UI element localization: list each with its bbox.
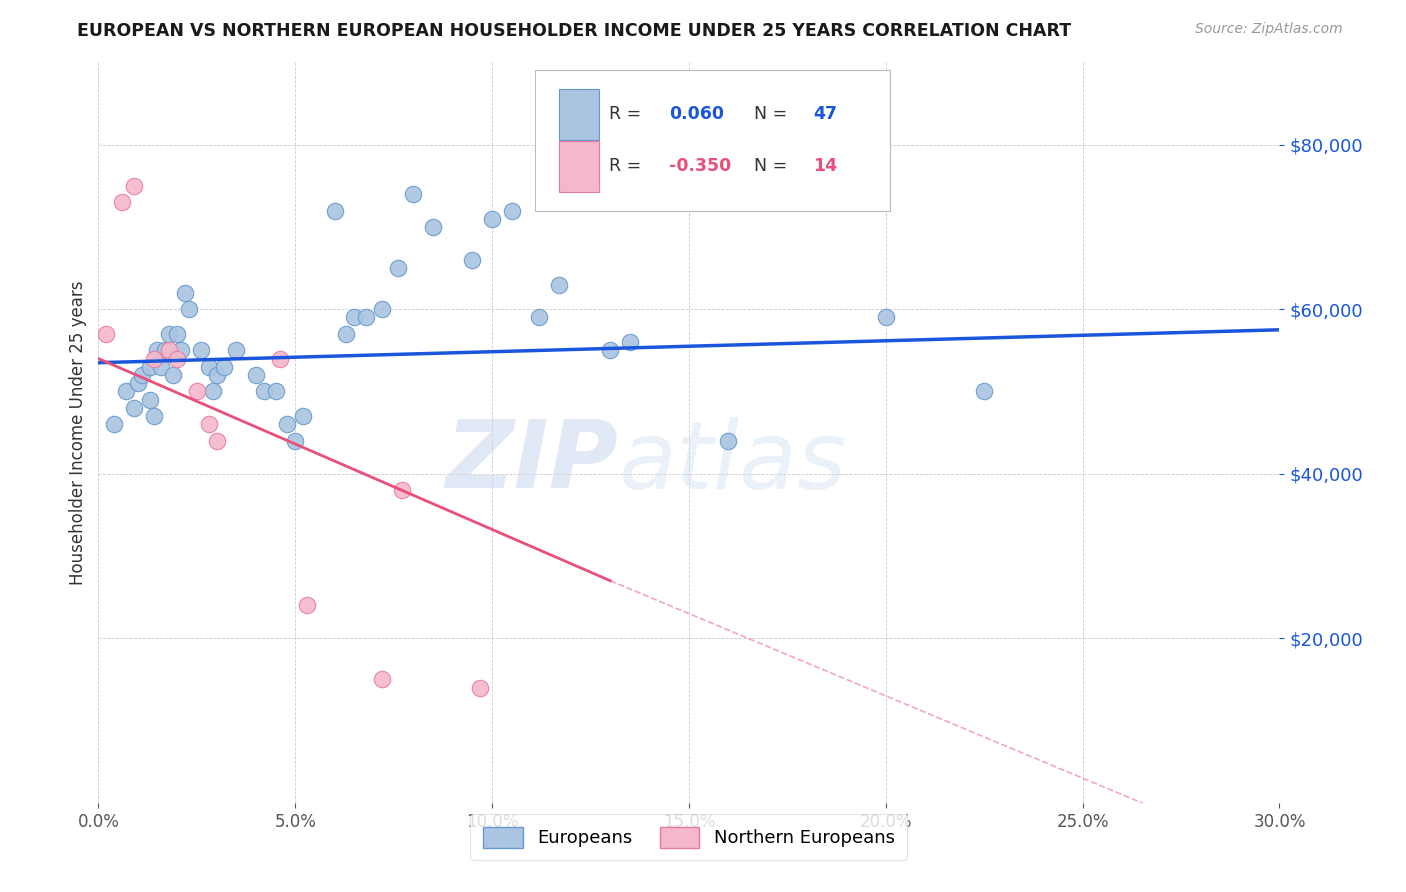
Point <box>197 359 219 374</box>
Point <box>501 203 523 218</box>
Point <box>323 203 346 218</box>
Point <box>186 384 208 399</box>
Point <box>599 343 621 358</box>
Text: EUROPEAN VS NORTHERN EUROPEAN HOUSEHOLDER INCOME UNDER 25 YEARS CORRELATION CHAR: EUROPEAN VS NORTHERN EUROPEAN HOUSEHOLDE… <box>77 22 1071 40</box>
Point <box>170 343 193 358</box>
Point <box>269 351 291 366</box>
Point <box>548 277 571 292</box>
Point <box>197 417 219 432</box>
Text: ZIP: ZIP <box>446 417 619 508</box>
Point <box>115 384 138 399</box>
Point <box>264 384 287 399</box>
Text: N =: N = <box>754 157 793 175</box>
Point <box>166 326 188 341</box>
Point <box>371 302 394 317</box>
Text: 0.060: 0.060 <box>669 105 724 123</box>
Point <box>131 368 153 382</box>
Point <box>335 326 357 341</box>
Point <box>387 261 409 276</box>
FancyBboxPatch shape <box>560 88 599 140</box>
Point <box>138 392 160 407</box>
Point <box>973 384 995 399</box>
Text: atlas: atlas <box>619 417 846 508</box>
Text: R =: R = <box>609 105 647 123</box>
Point <box>122 178 145 193</box>
Point <box>190 343 212 358</box>
Point <box>619 335 641 350</box>
Point <box>529 310 551 325</box>
Point <box>157 326 180 341</box>
Text: 47: 47 <box>813 105 837 123</box>
Point <box>875 310 897 325</box>
Point <box>157 343 180 358</box>
Text: N =: N = <box>754 105 793 123</box>
Y-axis label: Householder Income Under 25 years: Householder Income Under 25 years <box>69 280 87 585</box>
Text: -0.350: -0.350 <box>669 157 731 175</box>
Point <box>422 219 444 234</box>
Point <box>402 187 425 202</box>
Point <box>245 368 267 382</box>
Point <box>96 326 118 341</box>
Point <box>214 359 236 374</box>
Point <box>205 434 228 448</box>
Legend: Europeans, Northern Europeans: Europeans, Northern Europeans <box>471 814 907 861</box>
Point <box>354 310 377 325</box>
Point <box>295 599 318 613</box>
Point <box>717 434 740 448</box>
Point <box>111 195 134 210</box>
Point <box>292 409 315 424</box>
Point <box>253 384 276 399</box>
Point <box>470 681 492 695</box>
Text: R =: R = <box>609 157 647 175</box>
Point <box>127 376 149 391</box>
FancyBboxPatch shape <box>560 141 599 192</box>
Point <box>162 368 184 382</box>
Point <box>343 310 366 325</box>
Point <box>174 285 197 300</box>
Point <box>177 302 200 317</box>
Point <box>146 343 169 358</box>
Point <box>103 417 125 432</box>
Point <box>205 368 228 382</box>
Point <box>142 351 165 366</box>
Point <box>201 384 224 399</box>
Point <box>481 211 503 226</box>
Point <box>142 409 165 424</box>
Point <box>138 359 160 374</box>
Point <box>225 343 247 358</box>
Point <box>155 343 177 358</box>
Point <box>391 483 413 498</box>
Point <box>150 359 173 374</box>
Point <box>166 351 188 366</box>
Text: 14: 14 <box>813 157 837 175</box>
Point <box>461 252 484 267</box>
FancyBboxPatch shape <box>536 70 890 211</box>
Point <box>276 417 298 432</box>
Text: Source: ZipAtlas.com: Source: ZipAtlas.com <box>1195 22 1343 37</box>
Point <box>371 673 394 687</box>
Point <box>284 434 307 448</box>
Point <box>122 401 145 415</box>
